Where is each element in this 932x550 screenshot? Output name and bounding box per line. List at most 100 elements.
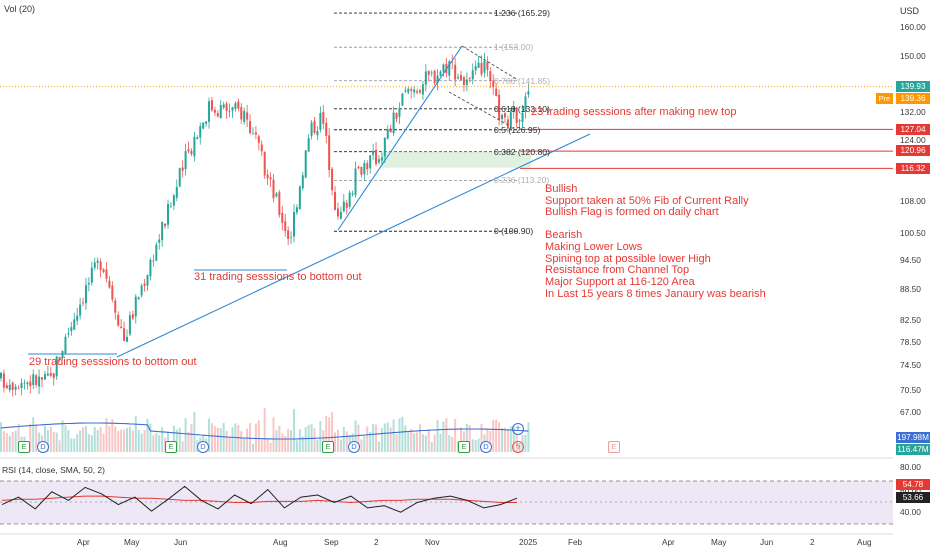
volume-bar — [152, 435, 155, 452]
candle — [389, 124, 392, 133]
volume-bar — [11, 432, 14, 452]
split-event-icon[interactable]: ϟ — [512, 441, 524, 453]
volume-bar — [0, 422, 2, 452]
price-tick: 124.00 — [900, 135, 926, 146]
candle — [515, 106, 518, 128]
fib-paren-close: ) — [547, 75, 550, 86]
volume-bar — [49, 426, 52, 452]
fib-ratio: 0.236 — [494, 175, 516, 186]
price-tick: 67.00 — [900, 407, 921, 418]
candle — [313, 116, 316, 135]
candle — [471, 63, 474, 85]
volume-bar — [418, 424, 421, 452]
candle — [521, 105, 524, 128]
volume-bar — [5, 433, 8, 452]
candle — [269, 172, 272, 188]
candle — [293, 204, 295, 243]
candle — [424, 64, 427, 92]
candle — [339, 206, 342, 220]
candle — [0, 372, 2, 382]
earnings-icon: E — [165, 441, 177, 453]
candle — [167, 199, 170, 229]
volume-bar — [181, 441, 184, 452]
price-tick: 132.00 — [900, 107, 926, 118]
candle — [2, 369, 5, 393]
volume-bar — [222, 422, 225, 452]
volume-bar — [99, 427, 102, 452]
candle — [82, 297, 85, 307]
drawings — [0, 45, 893, 358]
candle — [284, 213, 287, 237]
volume-bar — [281, 433, 284, 452]
candle — [61, 350, 64, 359]
fib-ratio: 0.786 — [494, 75, 516, 86]
candle — [55, 355, 58, 380]
candle — [372, 143, 375, 160]
volume-bar — [377, 441, 380, 452]
price-tick: 108.00 — [900, 196, 926, 207]
volume-bar — [193, 411, 196, 452]
candle — [249, 114, 252, 135]
candle — [155, 242, 158, 262]
fib-level-label: 0.618 (133.10) — [494, 99, 550, 117]
volume-bar — [372, 423, 375, 452]
annotation-bearish-4: Major Support at 116-120 Area — [545, 276, 695, 288]
candle — [26, 381, 29, 390]
candle — [202, 121, 205, 130]
candle — [316, 126, 319, 141]
candle — [348, 190, 351, 209]
fib-paren-open: ( — [515, 8, 521, 19]
time-tick: 2 — [374, 538, 379, 547]
volume-bar — [527, 422, 530, 452]
candle — [498, 89, 501, 126]
time-tick: Apr — [662, 538, 675, 547]
volume-bar — [35, 425, 38, 452]
candle — [477, 55, 480, 69]
volume-bar — [93, 426, 96, 452]
fib-ratio: 0 — [494, 226, 499, 237]
candle — [140, 283, 143, 298]
candle — [395, 112, 398, 123]
volume-bar — [304, 427, 307, 452]
fib-paren-open: ( — [515, 103, 521, 114]
fib-paren-open: ( — [505, 124, 512, 135]
add-event-icon[interactable]: + — [512, 423, 524, 435]
volume-bar — [501, 428, 504, 452]
volume-bar — [254, 423, 257, 452]
candle — [275, 192, 278, 198]
volume-bar — [454, 419, 457, 452]
volume-bar — [421, 434, 424, 452]
candle — [468, 76, 471, 83]
rsi-indicator-label[interactable]: RSI (14, close, SMA, 50, 2) — [2, 465, 105, 475]
currency-label[interactable]: USD — [900, 6, 920, 16]
volume-indicator-label[interactable]: Vol (20) — [4, 4, 36, 14]
time-tick: May — [124, 538, 140, 547]
earnings-icon: E — [608, 441, 620, 453]
volume-bar — [17, 423, 20, 452]
time-tick: Feb — [568, 538, 583, 547]
volume-bar — [503, 427, 506, 452]
volume-bar — [102, 433, 105, 452]
earnings-icon: E — [458, 441, 470, 453]
time-tick: Sep — [324, 538, 339, 547]
volume-bar — [319, 421, 322, 452]
fib-level-label: 1 (153.00) — [494, 37, 533, 55]
price-tick: 82.50 — [900, 315, 921, 326]
candle — [439, 69, 442, 77]
volume-bar — [389, 427, 392, 452]
candle — [509, 109, 512, 130]
candle — [134, 294, 137, 324]
volume-bar — [76, 434, 79, 452]
candle — [375, 142, 378, 167]
volume-bar — [445, 418, 448, 452]
volume-bar — [269, 442, 272, 452]
fib-level-label: 0 (100.90) — [494, 221, 533, 239]
candle — [430, 70, 433, 77]
fib-paren-close: ) — [547, 8, 550, 19]
candle — [131, 310, 134, 321]
candle — [111, 281, 114, 303]
volume-bar — [416, 432, 419, 452]
candle — [460, 70, 463, 81]
candle — [465, 72, 468, 92]
